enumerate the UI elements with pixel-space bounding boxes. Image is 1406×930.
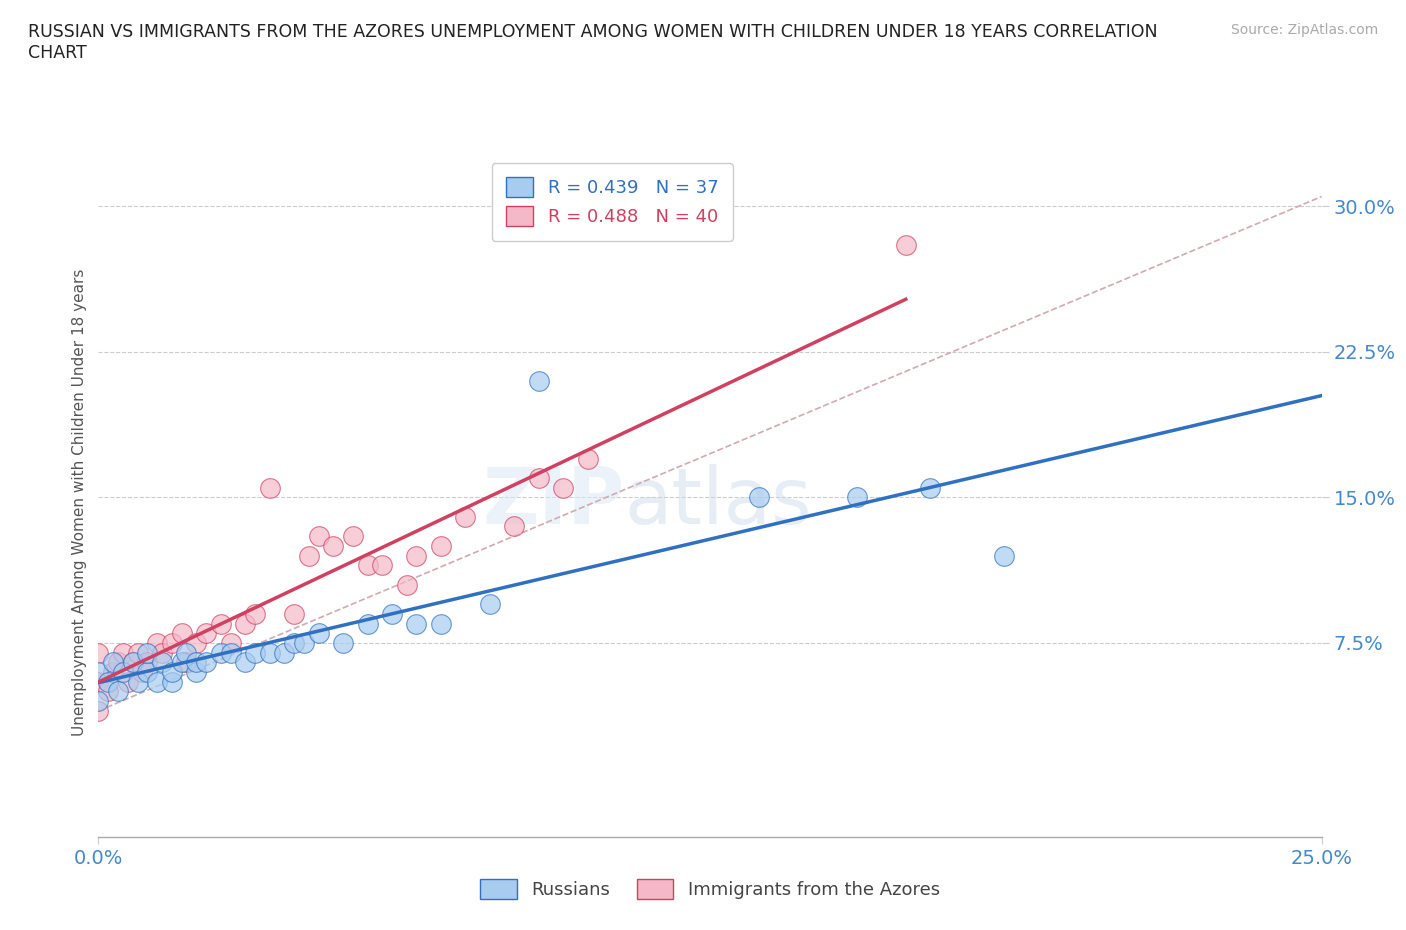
- Point: [87, 665, 110, 680]
- Legend: Russians, Immigrants from the Azores: Russians, Immigrants from the Azores: [471, 870, 949, 909]
- Point: [322, 538, 344, 553]
- Point: [243, 606, 266, 621]
- Point: [87, 645, 110, 660]
- Text: ZIP: ZIP: [482, 464, 624, 540]
- Point: [136, 665, 159, 680]
- Point: [121, 655, 143, 670]
- Point: [527, 471, 550, 485]
- Point: [894, 237, 917, 252]
- Point: [243, 645, 266, 660]
- Text: atlas: atlas: [624, 464, 811, 540]
- Point: [186, 655, 208, 670]
- Point: [233, 616, 256, 631]
- Point: [405, 548, 427, 563]
- Point: [136, 655, 159, 670]
- Point: [371, 558, 394, 573]
- Text: RUSSIAN VS IMMIGRANTS FROM THE AZORES UNEMPLOYMENT AMONG WOMEN WITH CHILDREN UND: RUSSIAN VS IMMIGRANTS FROM THE AZORES UN…: [28, 23, 1157, 62]
- Point: [87, 694, 110, 709]
- Point: [101, 665, 124, 680]
- Y-axis label: Unemployment Among Women with Children Under 18 years: Unemployment Among Women with Children U…: [72, 269, 87, 736]
- Point: [381, 606, 404, 621]
- Point: [233, 655, 256, 670]
- Point: [454, 510, 477, 525]
- Point: [186, 635, 208, 650]
- Point: [150, 655, 173, 670]
- Point: [356, 558, 378, 573]
- Point: [97, 674, 120, 689]
- Point: [127, 674, 149, 689]
- Point: [405, 616, 427, 631]
- Point: [292, 635, 315, 650]
- Point: [219, 645, 242, 660]
- Point: [209, 616, 232, 631]
- Point: [219, 635, 242, 650]
- Point: [920, 480, 942, 495]
- Point: [259, 645, 281, 660]
- Point: [845, 490, 868, 505]
- Point: [131, 665, 153, 680]
- Point: [273, 645, 295, 660]
- Point: [209, 645, 232, 660]
- Point: [107, 684, 129, 698]
- Point: [308, 529, 330, 544]
- Point: [356, 616, 378, 631]
- Point: [342, 529, 364, 544]
- Point: [553, 480, 575, 495]
- Point: [527, 374, 550, 389]
- Point: [259, 480, 281, 495]
- Point: [993, 548, 1015, 563]
- Point: [430, 538, 453, 553]
- Point: [283, 635, 305, 650]
- Point: [136, 645, 159, 660]
- Point: [308, 626, 330, 641]
- Point: [283, 606, 305, 621]
- Text: Source: ZipAtlas.com: Source: ZipAtlas.com: [1230, 23, 1378, 37]
- Point: [146, 674, 169, 689]
- Point: [195, 655, 218, 670]
- Point: [107, 655, 129, 670]
- Point: [160, 635, 183, 650]
- Point: [170, 626, 193, 641]
- Point: [430, 616, 453, 631]
- Point: [117, 674, 139, 689]
- Point: [748, 490, 770, 505]
- Point: [150, 645, 173, 660]
- Point: [97, 684, 120, 698]
- Point: [146, 635, 169, 650]
- Point: [576, 451, 599, 466]
- Point: [186, 665, 208, 680]
- Point: [170, 655, 193, 670]
- Point: [111, 665, 134, 680]
- Point: [176, 655, 198, 670]
- Point: [87, 674, 110, 689]
- Point: [195, 626, 218, 641]
- Point: [160, 674, 183, 689]
- Point: [332, 635, 354, 650]
- Point: [503, 519, 526, 534]
- Point: [298, 548, 321, 563]
- Point: [127, 645, 149, 660]
- Point: [176, 645, 198, 660]
- Point: [111, 645, 134, 660]
- Point: [121, 655, 143, 670]
- Point: [395, 578, 418, 592]
- Point: [478, 597, 501, 612]
- Point: [101, 655, 124, 670]
- Point: [87, 703, 110, 718]
- Point: [160, 665, 183, 680]
